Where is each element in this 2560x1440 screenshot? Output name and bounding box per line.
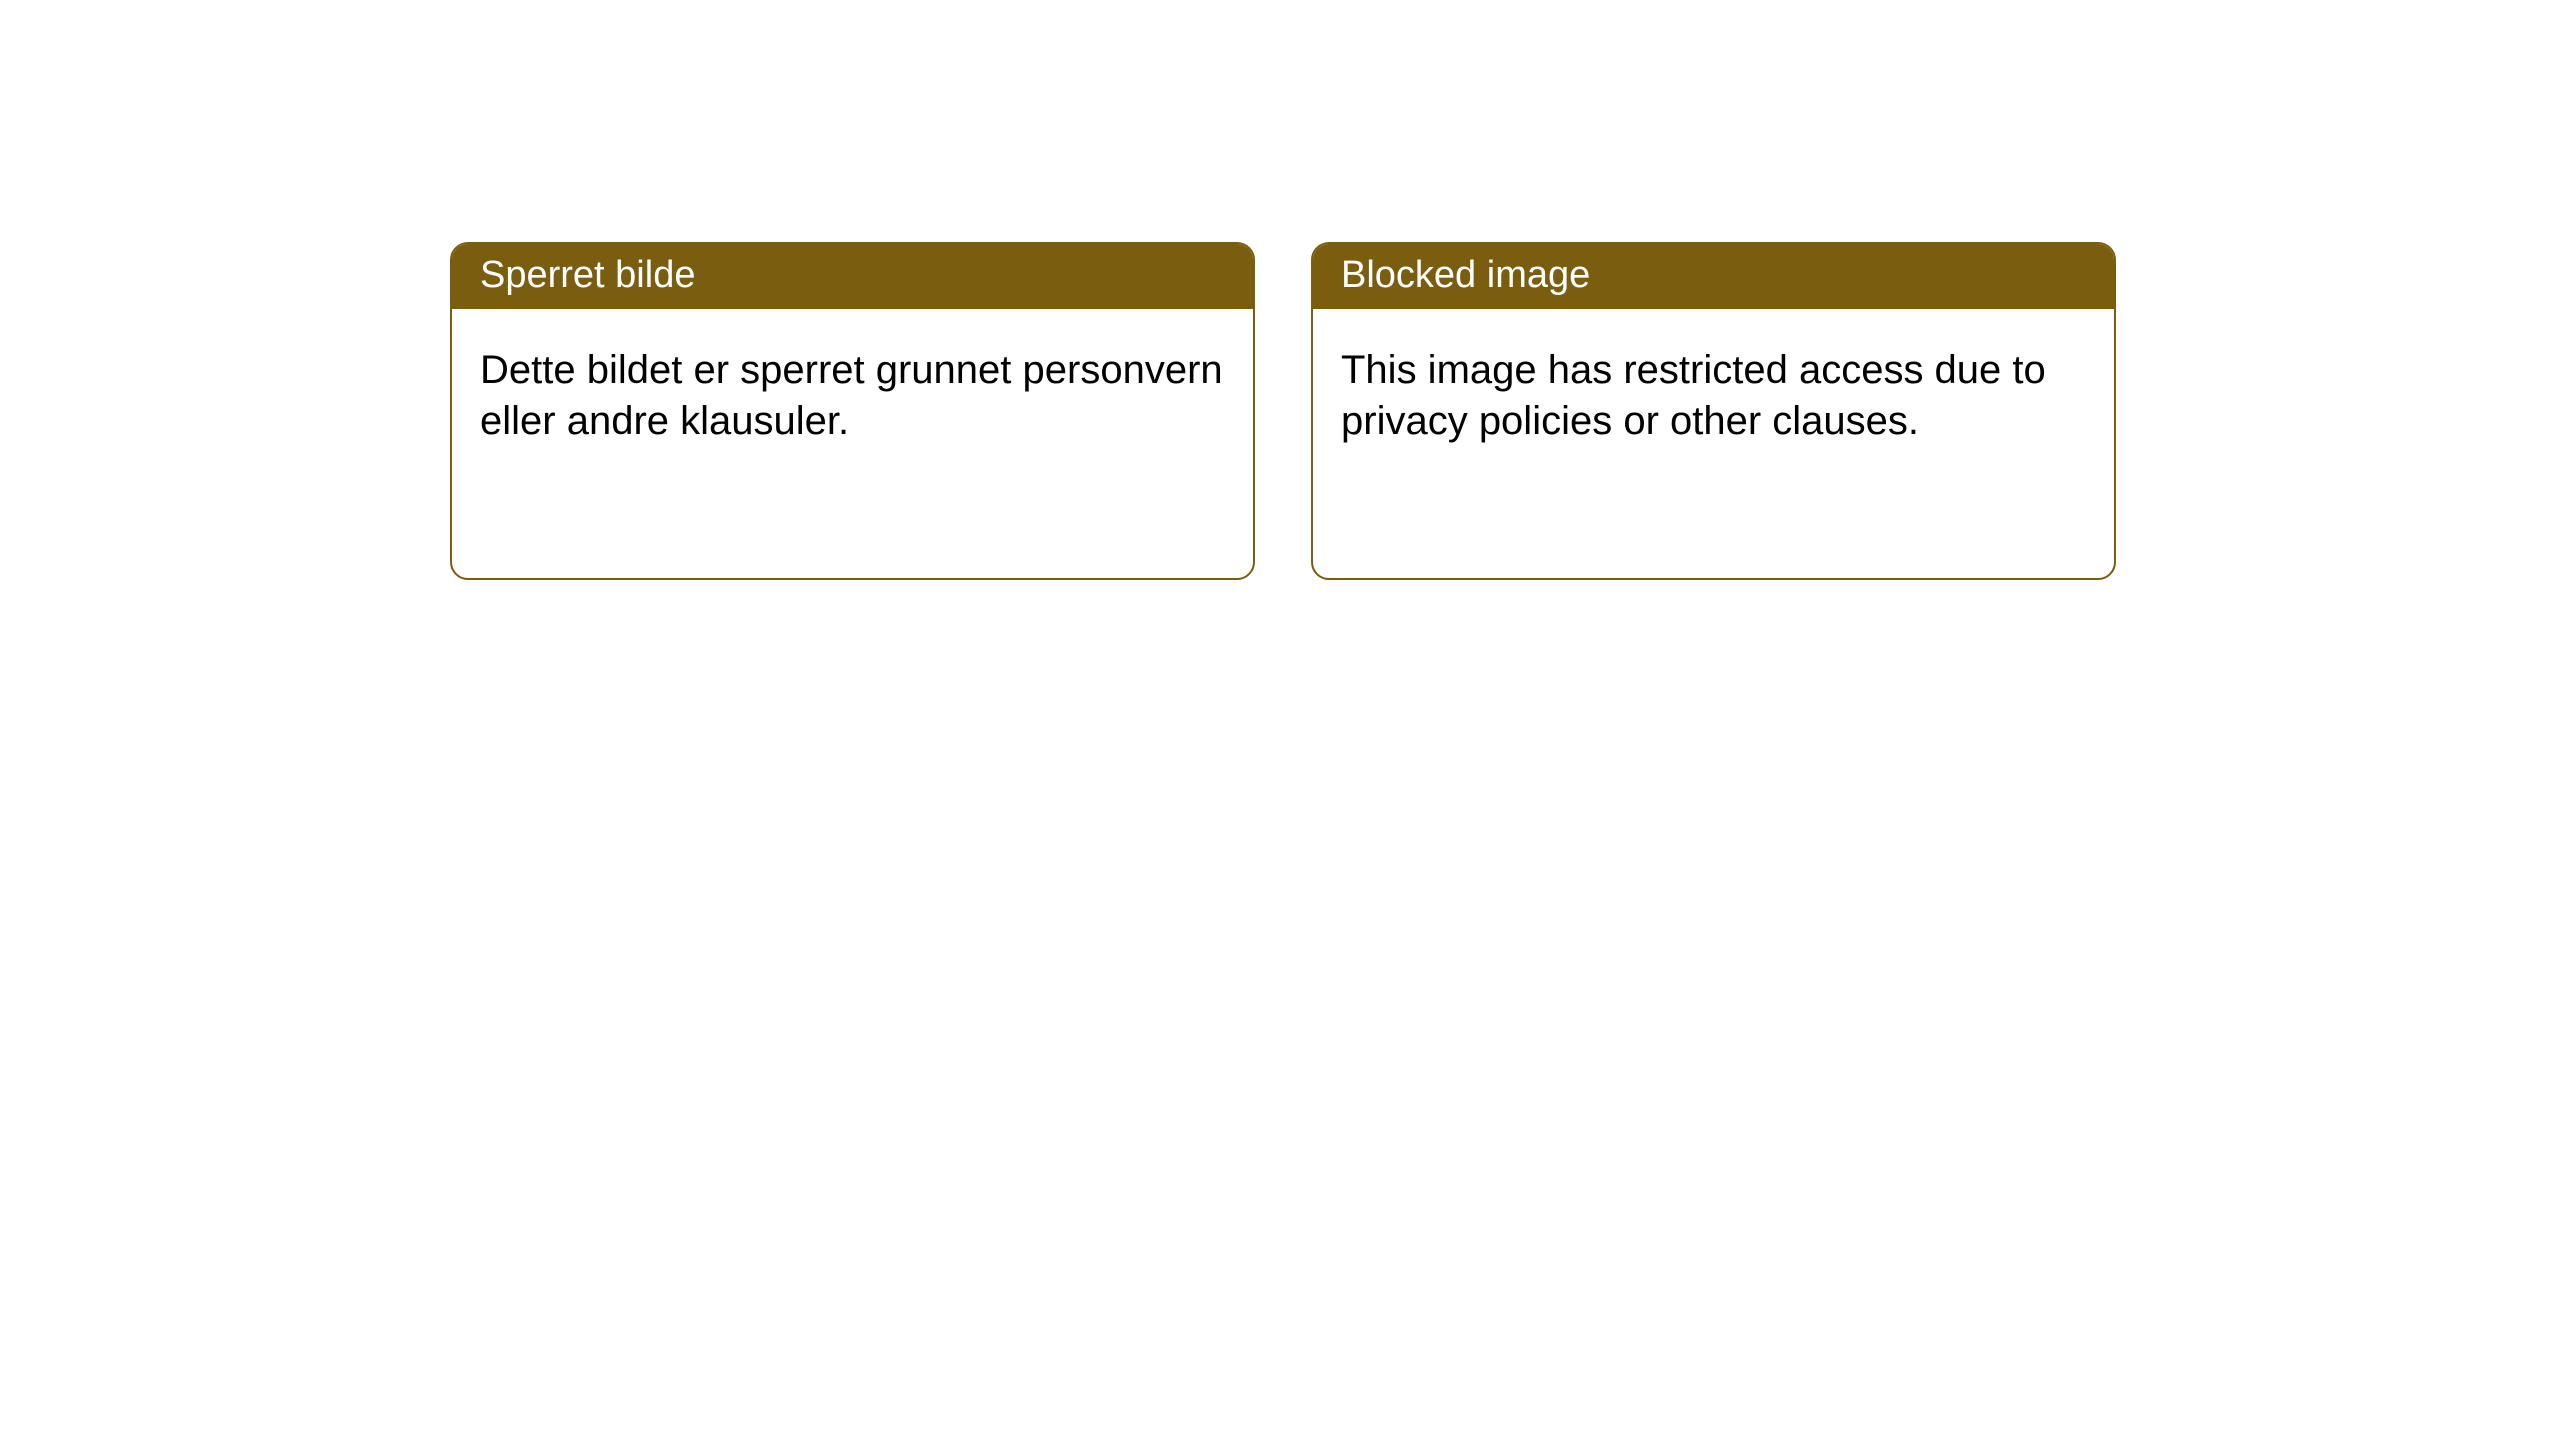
notice-card-title: Sperret bilde [452,244,1253,309]
notice-card-norwegian: Sperret bilde Dette bildet er sperret gr… [450,242,1255,580]
notice-card-english: Blocked image This image has restricted … [1311,242,2116,580]
notice-card-body: Dette bildet er sperret grunnet personve… [452,309,1253,483]
notice-card-body: This image has restricted access due to … [1313,309,2114,483]
notice-container: Sperret bilde Dette bildet er sperret gr… [0,0,2560,580]
notice-card-title: Blocked image [1313,244,2114,309]
